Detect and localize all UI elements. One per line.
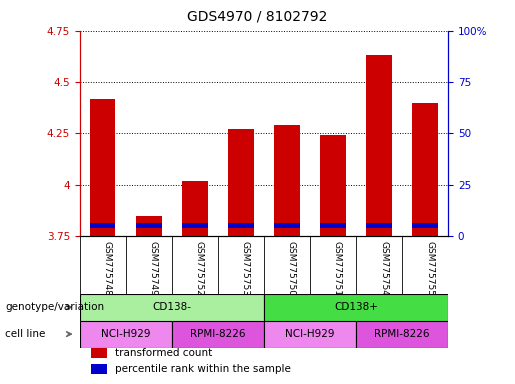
Text: CD138+: CD138+	[334, 302, 378, 312]
Bar	[320, 223, 346, 228]
Text: GSM775750: GSM775750	[287, 241, 296, 296]
Text: NCI-H929: NCI-H929	[101, 329, 150, 339]
Text: CD138-: CD138-	[152, 302, 192, 312]
Bar	[182, 181, 208, 236]
Text: GSM775753: GSM775753	[241, 241, 250, 296]
Text: RPMI-8226: RPMI-8226	[190, 329, 246, 339]
Bar	[91, 364, 108, 374]
Text: NCI-H929: NCI-H929	[285, 329, 335, 339]
Text: GSM775755: GSM775755	[425, 241, 434, 296]
Text: GSM775748: GSM775748	[103, 241, 112, 296]
Bar	[182, 223, 208, 228]
Bar	[320, 136, 346, 236]
Bar	[356, 321, 448, 348]
Bar	[91, 348, 108, 358]
Bar	[172, 321, 264, 348]
Bar	[228, 129, 253, 236]
Bar	[366, 223, 392, 228]
Text: percentile rank within the sample: percentile rank within the sample	[115, 364, 290, 374]
Bar	[136, 215, 162, 236]
Bar	[413, 103, 438, 236]
Bar	[264, 321, 356, 348]
Bar	[274, 125, 300, 236]
Text: GSM775754: GSM775754	[379, 241, 388, 296]
Bar	[228, 223, 253, 228]
Bar	[136, 223, 162, 228]
Bar	[366, 55, 392, 236]
Bar	[90, 99, 115, 236]
Bar	[413, 223, 438, 228]
Bar	[264, 294, 448, 321]
Text: GSM775749: GSM775749	[149, 241, 158, 296]
Text: cell line: cell line	[5, 329, 45, 339]
Text: genotype/variation: genotype/variation	[5, 302, 104, 312]
Bar	[90, 223, 115, 228]
Bar	[80, 321, 172, 348]
Bar	[274, 223, 300, 228]
Text: GDS4970 / 8102792: GDS4970 / 8102792	[187, 10, 328, 23]
Text: RPMI-8226: RPMI-8226	[374, 329, 430, 339]
Text: transformed count: transformed count	[115, 348, 212, 358]
Text: GSM775751: GSM775751	[333, 241, 342, 296]
Bar	[80, 294, 264, 321]
Text: GSM775752: GSM775752	[195, 241, 204, 296]
